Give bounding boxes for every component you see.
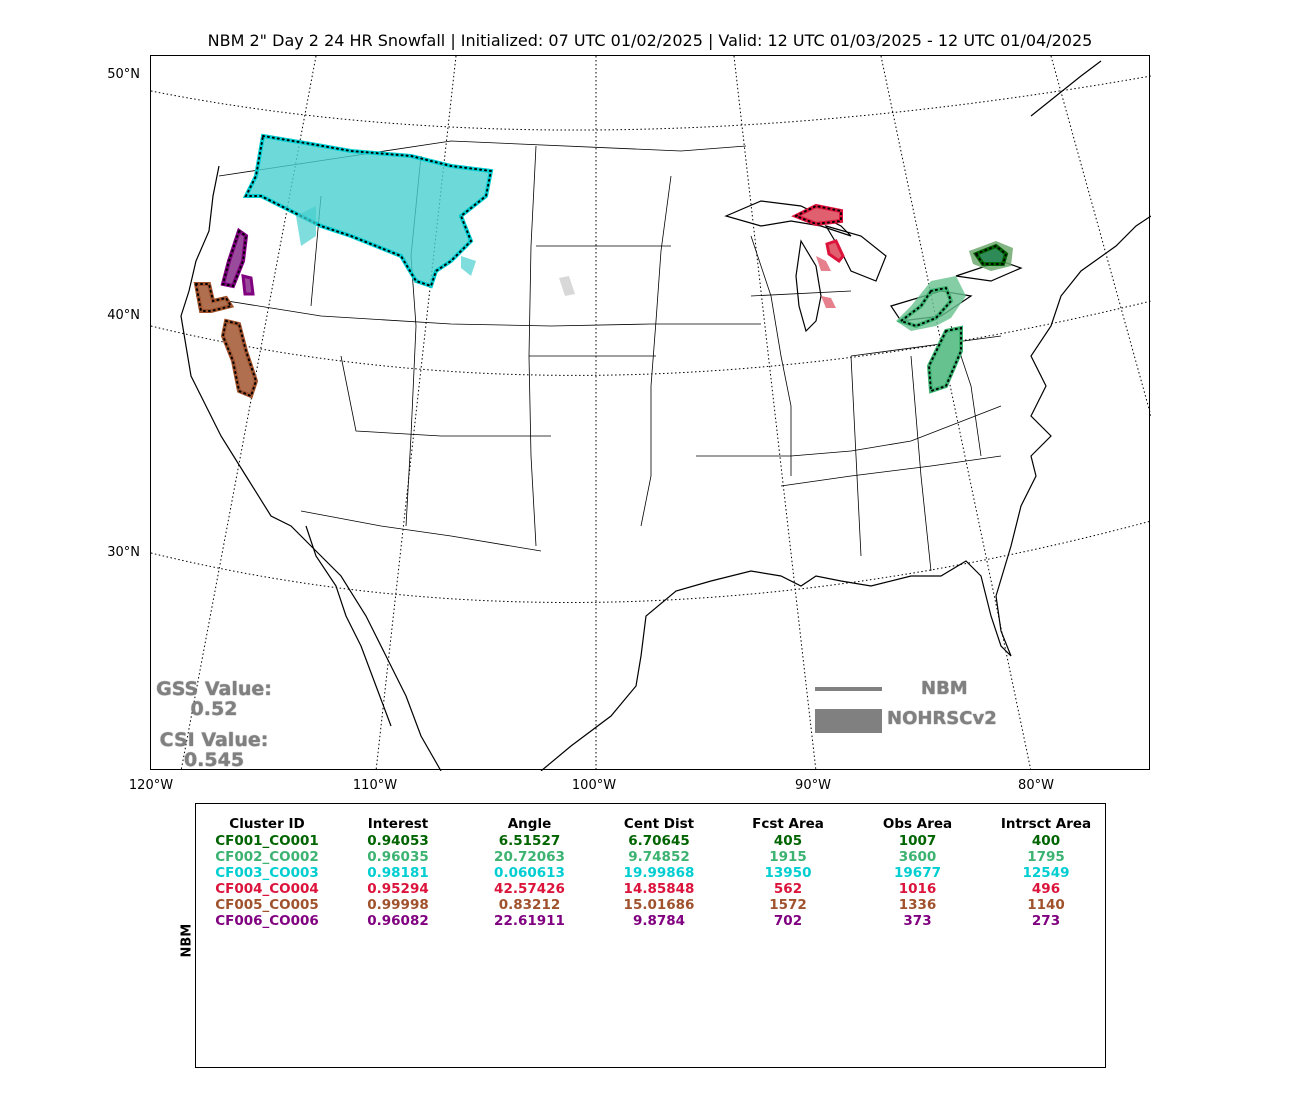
table-cell: 0.83212 (498, 897, 561, 913)
lat-label-40: 40°N (107, 308, 140, 323)
header-cluster-id: Cluster ID (229, 815, 305, 832)
map-panel (150, 55, 1151, 771)
table-header-row: Cluster ID Interest Angle Cent Dist Fcst… (200, 814, 1112, 833)
table-cell: 1795 (1027, 849, 1065, 865)
table-cell: 9.74852 (628, 849, 690, 865)
chart-title: NBM 2" Day 2 24 HR Snowfall | Initialize… (207, 31, 1093, 50)
table-cell: 0.96082 (367, 913, 429, 929)
table-row: CF003_CO003 0.98181 0.060613 19.99868 13950 1… (200, 865, 1112, 881)
lon-label-80w: 80°W (1018, 778, 1054, 793)
header-cent-dist: Cent Dist (623, 815, 695, 832)
table-cell: 15.01686 (623, 897, 695, 913)
table-row-label: NBM (179, 923, 195, 958)
table-row: CF004_CO004 0.95294 42.57426 14.85848 562 101… (200, 881, 1112, 897)
table-cell: 13950 (764, 865, 812, 881)
table-cell: 0.95294 (367, 881, 429, 897)
table-cell: CF001_CO001 (215, 833, 319, 849)
table-row: CF005_CO005 0.99998 0.83212 15.01686 1572 133… (200, 897, 1112, 913)
table-cell: 12549 (1022, 865, 1070, 881)
table-row: CF002_CO002 0.96035 20.72063 9.74852 1915 360… (200, 849, 1112, 865)
table-cell: 19.99868 (623, 865, 695, 881)
lon-label-110w: 110°W (352, 778, 398, 793)
table-cell: 0.96035 (367, 849, 429, 865)
stats-table: Cluster ID Interest Angle Cent Dist Fcst… (200, 814, 1112, 930)
lat-label-50: 50°N (107, 67, 140, 82)
table-row: CF001_CO001 0.94053 6.51527 6.70645 405 1007 4… (200, 833, 1112, 849)
gss-value: 0.52 (190, 698, 238, 720)
lon-label-120w: 120°W (128, 778, 174, 793)
table-cell: 3600 (898, 849, 937, 865)
table-cell: 42.57426 (494, 881, 565, 897)
table-cell: 273 (1031, 913, 1061, 929)
table-cell: 1140 (1027, 897, 1065, 913)
header-angle: Angle (507, 815, 552, 832)
minor-snow-area (559, 276, 575, 296)
csi-label: CSI Value: (159, 729, 269, 751)
table-cell: 6.70645 (628, 833, 690, 849)
cluster-cf003-area (242, 133, 494, 289)
legend-forecast-label: NBM (921, 678, 968, 699)
legend-observed-label: NOHRSCv2 (887, 708, 997, 729)
table-cell: 9.8784 (632, 913, 686, 929)
table-cell: 20.72063 (494, 849, 565, 865)
header-intrsct-area: Intrsct Area (1000, 815, 1092, 832)
table-cell: 702 (773, 913, 803, 929)
table-cell: 496 (1031, 881, 1061, 897)
table-row: CF006_CO006 0.96082 22.61911 9.8784 702 373 27… (200, 913, 1112, 929)
table-cell: CF006_CO006 (215, 913, 319, 929)
table-cell: 373 (903, 913, 932, 929)
conus-map (151, 56, 1151, 771)
cluster-cf002-area (896, 276, 966, 394)
legend-forecast-line (815, 687, 882, 691)
coastline (180, 60, 1151, 771)
table-cell: 562 (773, 881, 803, 897)
table-cell: 14.85848 (623, 881, 695, 897)
table-cell: CF002_CO002 (215, 849, 319, 865)
table-cell: 0.98181 (367, 865, 429, 881)
table-cell: 0.94053 (367, 833, 429, 849)
table-cell: 19677 (894, 865, 941, 881)
table-cell: 1336 (898, 897, 937, 913)
table-cell: CF004_CO004 (215, 881, 319, 897)
table-cell: 1915 (769, 849, 807, 865)
table-cell: 1016 (898, 881, 937, 897)
latitude-lines (151, 75, 1151, 603)
table-cell: 6.51527 (498, 833, 561, 849)
cluster-cf004-area (791, 203, 845, 308)
table-cell: 0.99998 (367, 897, 429, 913)
lon-label-100w: 100°W (571, 778, 617, 793)
legend-observed-swatch (815, 709, 882, 733)
table-cell: 1572 (769, 897, 807, 913)
table-cell: 22.61911 (494, 913, 565, 929)
table-cell: 405 (773, 833, 803, 849)
gss-label: GSS Value: (156, 678, 272, 700)
header-obs-area: Obs Area (882, 815, 953, 832)
table-cell: CF003_CO003 (215, 865, 319, 881)
cluster-cf005-area (193, 282, 259, 399)
table-cell: 1007 (898, 833, 937, 849)
header-interest: Interest (367, 815, 429, 832)
cluster-cf006-area (220, 227, 255, 296)
lat-label-30: 30°N (107, 545, 140, 560)
table-cell: 0.060613 (494, 865, 565, 881)
cluster-cf001-area (969, 241, 1013, 271)
table-cell: 400 (1031, 833, 1061, 849)
lon-label-90w: 90°W (795, 778, 831, 793)
csi-value: 0.545 (183, 749, 245, 771)
stats-table-panel (195, 803, 1106, 1068)
table-cell: CF005_CO005 (215, 897, 319, 913)
great-lakes (724, 200, 1023, 333)
header-fcst-area: Fcst Area (752, 815, 824, 832)
